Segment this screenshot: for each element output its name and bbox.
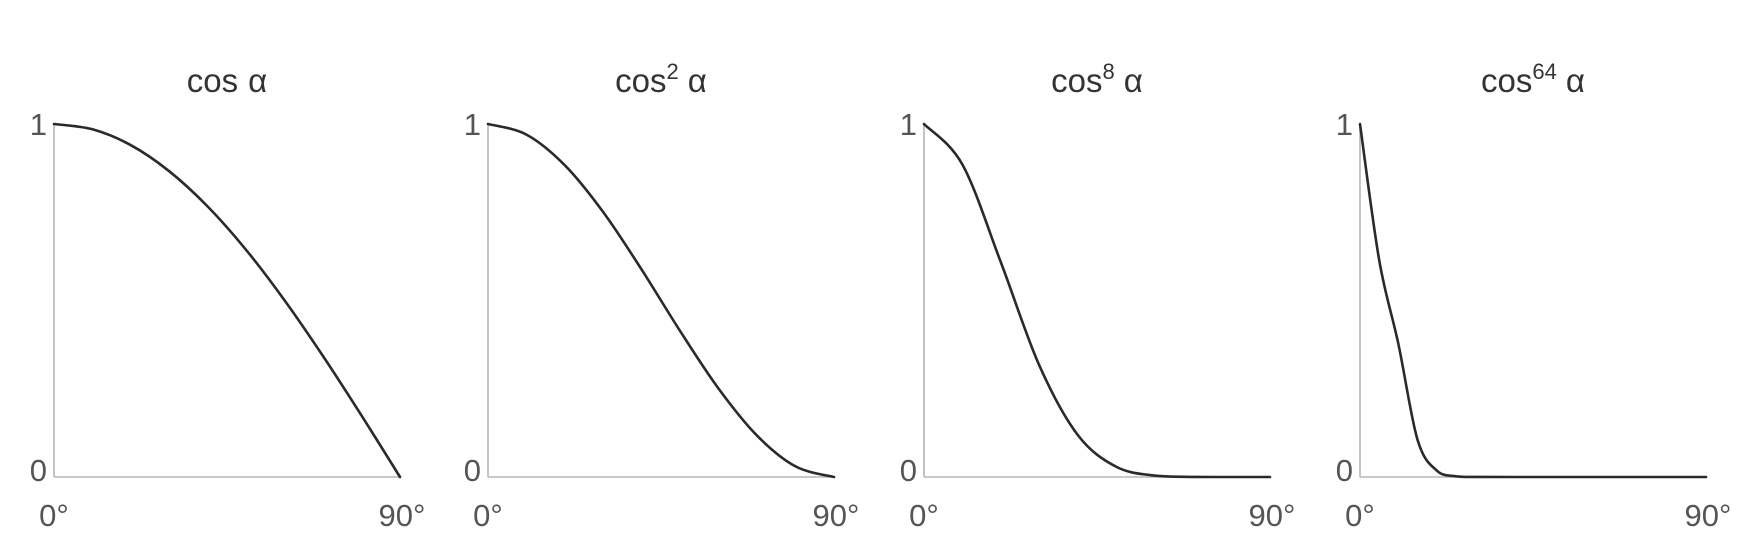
x-tick-label-max: 90° (813, 498, 860, 533)
y-tick-label-max: 1 (30, 107, 47, 142)
title-function: cos (1481, 62, 1532, 99)
y-tick-label-min: 0 (900, 453, 917, 488)
title-function: cos (1051, 62, 1102, 99)
x-tick-label-min: 0° (473, 498, 503, 533)
chart-title: cos α (187, 62, 267, 99)
chart-title: cos2 α (615, 59, 707, 99)
x-tick-label-min: 0° (1345, 498, 1375, 533)
y-tick-label-max: 1 (900, 107, 917, 142)
title-exponent: 8 (1103, 59, 1115, 84)
title-variable: α (1566, 62, 1585, 99)
chart-title: cos8 α (1051, 59, 1143, 99)
series-line (486, 122, 836, 479)
y-tick-label-min: 0 (1336, 453, 1353, 488)
x-tick-label-max: 90° (1685, 498, 1732, 533)
chart-panel-2: cos2 α 1 0 0° 90° (464, 59, 860, 533)
x-tick-label-min: 0° (39, 498, 69, 533)
chart-panel-3: cos8 α 1 0 0° 90° (900, 59, 1296, 533)
x-tick-label-max: 90° (1249, 498, 1296, 533)
series-line (922, 122, 1272, 479)
title-function: cos (187, 62, 238, 99)
series-line (52, 122, 402, 479)
y-tick-label-max: 1 (464, 107, 481, 142)
chart-panel-1: cos α 1 0 0° 90° (30, 62, 426, 533)
y-tick-label-min: 0 (30, 453, 47, 488)
y-tick-label-max: 1 (1336, 107, 1353, 142)
chart-panel-4: cos64 α 1 0 0° 90° (1336, 59, 1732, 533)
title-function: cos (615, 62, 666, 99)
chart-title: cos64 α (1481, 59, 1585, 99)
x-tick-label-min: 0° (909, 498, 939, 533)
title-variable: α (1124, 62, 1143, 99)
title-exponent: 2 (667, 59, 679, 84)
y-tick-label-min: 0 (464, 453, 481, 488)
series-line (1358, 122, 1708, 479)
title-variable: α (688, 62, 707, 99)
title-variable: α (248, 62, 267, 99)
title-exponent: 64 (1532, 59, 1556, 84)
x-tick-label-max: 90° (379, 498, 426, 533)
